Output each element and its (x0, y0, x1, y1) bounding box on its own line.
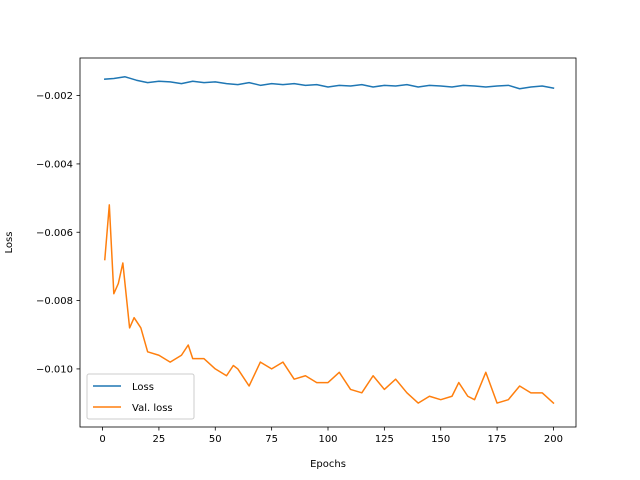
x-tick-label: 25 (153, 434, 166, 445)
x-tick-label: 150 (431, 434, 450, 445)
legend-label-val-loss: Val. loss (132, 403, 173, 414)
x-tick-label: 0 (99, 434, 105, 445)
y-tick-label: −0.006 (36, 228, 73, 239)
x-tick-label: 50 (209, 434, 222, 445)
x-tick-label: 75 (265, 434, 278, 445)
y-axis-ticks: −0.010 −0.008 −0.006 −0.004 −0.002 (36, 91, 80, 375)
plot-frame (79, 57, 577, 428)
y-axis-label: Loss (4, 232, 15, 254)
x-axis-label: Epochs (310, 459, 346, 470)
series-line-val-loss (103, 204, 555, 405)
series-layer (103, 76, 555, 405)
x-tick-label: 175 (488, 434, 507, 445)
legend: Loss Val. loss (86, 373, 195, 420)
x-tick-label: 200 (544, 434, 563, 445)
plot-area (80, 58, 576, 427)
y-tick-label: −0.002 (36, 91, 73, 102)
y-tick-label: −0.004 (36, 159, 73, 170)
x-tick-label: 100 (318, 434, 337, 445)
legend-label-loss: Loss (132, 382, 154, 393)
x-axis-ticks: 0 25 50 75 100 125 150 175 200 (99, 427, 563, 445)
series-line-loss (103, 76, 555, 90)
x-tick-label: 125 (375, 434, 394, 445)
y-tick-label: −0.010 (36, 364, 73, 375)
y-tick-label: −0.008 (36, 296, 73, 307)
